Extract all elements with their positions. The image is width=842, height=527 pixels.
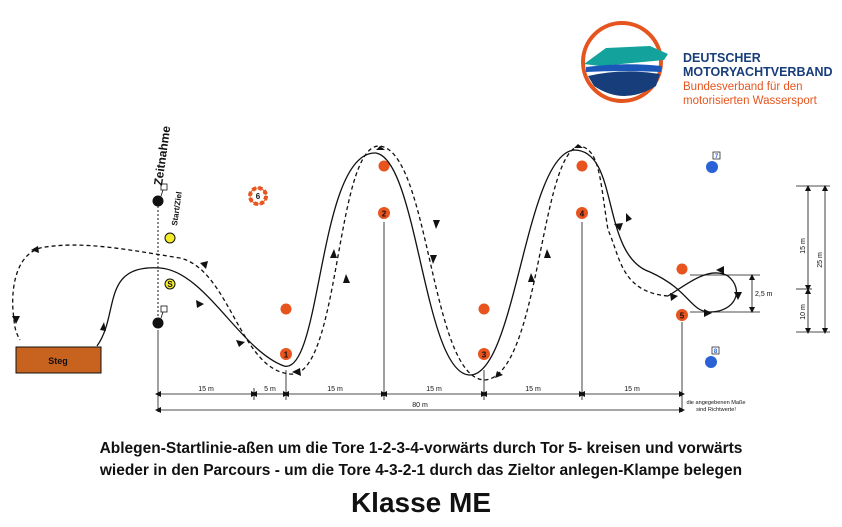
dmyv-logo [581, 21, 668, 103]
start-ziel-label: Start/Ziel [170, 191, 184, 226]
horizontal-dimension-labels: 15 m 5 m 15 m 15 m 15 m 15 m 80 m [198, 386, 640, 409]
yellow-buoy [164, 232, 176, 244]
dimension-note-line2: sind Richtwerte! [696, 407, 736, 413]
start-marker-buoy [164, 278, 176, 290]
dimension-note-line1: die angegebenen Maße [686, 400, 745, 406]
gate-2-right-buoy [378, 207, 390, 219]
gate-4-right-buoy [576, 207, 588, 219]
segment-dimension-label: 15 m [525, 386, 541, 393]
blue-buoys: 7 8 [705, 151, 721, 368]
description-line2: wieder in den Parcours - um die Tore 4-3… [99, 462, 743, 479]
org-subtitle-line2: motorisierten Wassersport [683, 95, 817, 107]
segment-dimension-label: 15 m [624, 386, 640, 393]
org-name-line2: MOTORYACHTVERBAND [683, 65, 833, 79]
zeitnahme-label: Zeitnahme [151, 125, 173, 187]
vertical-dimension-lower: 10 m [800, 304, 807, 320]
gate-1-left-buoy [280, 303, 292, 315]
steg-label: Steg [48, 356, 68, 366]
gate-3-right-buoy [478, 348, 490, 360]
org-subtitle-line1: Bundesverband für den [683, 81, 803, 93]
start-marker-label: S [167, 280, 173, 289]
blue-buoy-7 [706, 161, 718, 173]
dock: Steg [15, 346, 102, 374]
start-line: S [152, 183, 176, 329]
lifebuoy-6: 6 [248, 186, 268, 206]
gate-5-top-buoy [676, 263, 688, 275]
gate-4-left-buoy [576, 160, 588, 172]
gate-2-left-buoy [378, 160, 390, 172]
gate-5-bottom-buoy [676, 309, 688, 321]
return-path [12, 145, 669, 381]
segment-dimension-label: 15 m [426, 386, 442, 393]
description-line1: Ablegen-Startlinie-aßen um die Tore 1-2-… [99, 440, 743, 457]
gate-5-label: 5 [680, 312, 685, 321]
vertical-dimensions [690, 185, 830, 334]
org-name-line1: DEUTSCHER [683, 51, 761, 65]
blue-buoy-7-label: 7 [715, 154, 719, 160]
blue-buoy-8-label: 8 [714, 349, 718, 355]
vertical-dimension-upper: 15 m [800, 238, 807, 254]
horizontal-dimensions [155, 222, 685, 413]
gate-4-label: 4 [580, 210, 585, 219]
segment-dimension-label: 15 m [198, 386, 214, 393]
gate-3-left-buoy [478, 303, 490, 315]
segment-dimension-label: 5 m [264, 386, 276, 393]
gate-buoys [280, 160, 688, 360]
gate-3-label: 3 [482, 351, 487, 360]
gate-2-label: 2 [382, 210, 387, 219]
start-buoy-top [152, 195, 164, 207]
gate-buoy-labels: 1 2 3 4 5 [284, 210, 685, 360]
gate-1-right-buoy [280, 348, 292, 360]
gate-1-label: 1 [284, 351, 289, 360]
start-buoy-bottom [152, 317, 164, 329]
class-title: Klasse ME [350, 487, 492, 518]
lifebuoy-6-label: 6 [256, 192, 261, 201]
circle-path [667, 272, 738, 313]
circle-width-dimension: 2,5 m [755, 291, 773, 298]
vertical-dimension-total: 25 m [817, 252, 824, 268]
total-dimension-label: 80 m [412, 402, 428, 409]
segment-dimension-label: 15 m [327, 386, 343, 393]
outbound-path [96, 149, 711, 376]
blue-buoy-8 [705, 356, 717, 368]
direction-arrows [12, 144, 742, 378]
